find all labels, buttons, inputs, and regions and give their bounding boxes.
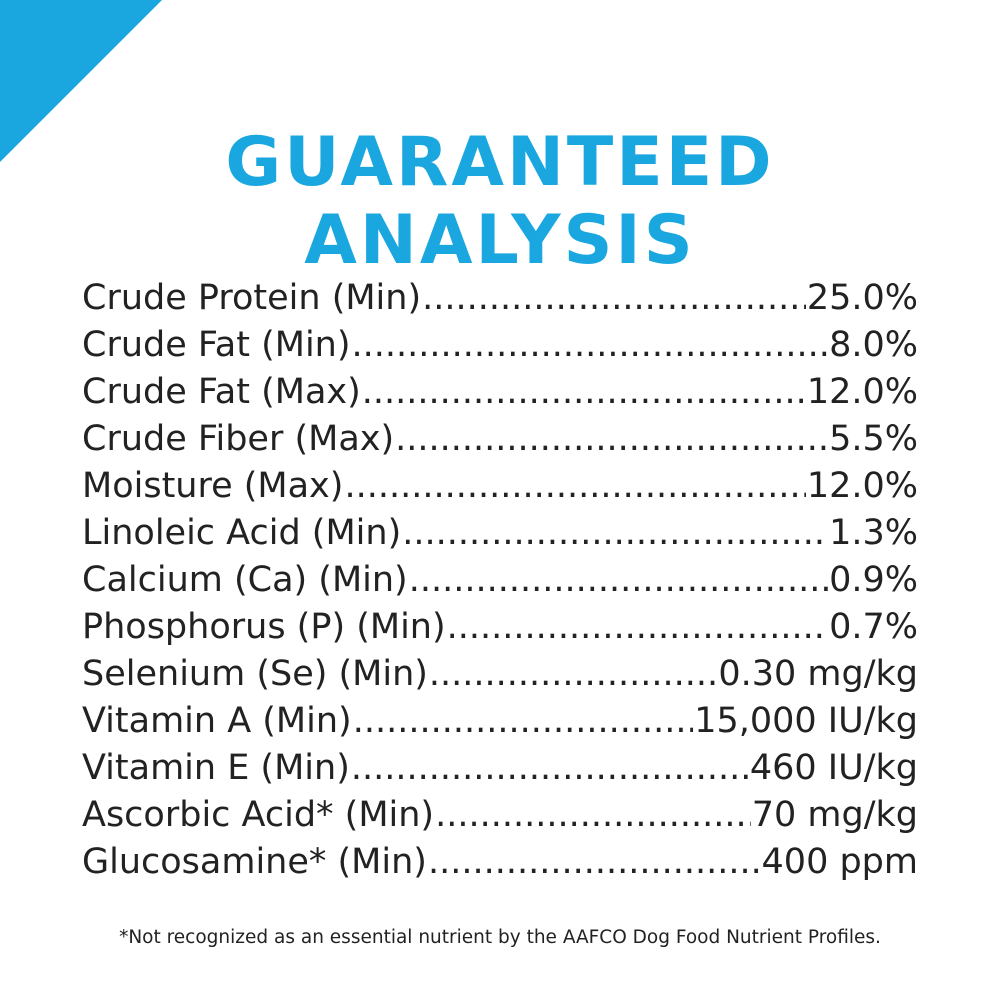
- nutrient-label: Vitamin A (Min): [82, 701, 352, 741]
- nutrient-label: Ascorbic Acid* (Min): [82, 795, 435, 835]
- dot-leader: ........................................…: [428, 654, 718, 694]
- table-row: Glucosamine* (Min) .....................…: [82, 839, 918, 886]
- title-line-2: ANALYSIS: [304, 200, 696, 280]
- corner-triangle-decoration: [0, 0, 162, 162]
- page-title: GUARANTEED ANALYSIS: [0, 122, 1000, 280]
- table-row: Calcium (Ca) (Min) .....................…: [82, 557, 918, 604]
- nutrient-value: 12.0%: [806, 466, 918, 506]
- table-row: Crude Fiber (Max) ......................…: [82, 416, 918, 463]
- table-row: Selenium (Se) (Min) ....................…: [82, 651, 918, 698]
- nutrient-label: Calcium (Ca) (Min): [82, 560, 408, 600]
- nutrient-label: Crude Fiber (Max): [82, 419, 395, 459]
- nutrient-value: 12.0%: [806, 372, 918, 412]
- table-row: Ascorbic Acid* (Min) ...................…: [82, 792, 918, 839]
- dot-leader: ........................................…: [427, 842, 761, 882]
- nutrient-value: 0.7%: [829, 607, 918, 647]
- nutrient-label: Vitamin E (Min): [82, 748, 350, 788]
- nutrient-value: 70 mg/kg: [751, 795, 918, 835]
- nutrient-value: 15,000 IU/kg: [694, 701, 918, 741]
- nutrient-label: Glucosamine* (Min): [82, 842, 427, 882]
- dot-leader: ........................................…: [446, 607, 828, 647]
- table-row: Phosphorus (P) (Min) ...................…: [82, 604, 918, 651]
- nutrient-value: 8.0%: [829, 325, 918, 365]
- table-row: Moisture (Max) .........................…: [82, 463, 918, 510]
- table-row: Vitamin E (Min) ........................…: [82, 745, 918, 792]
- nutrient-value: 25.0%: [806, 278, 918, 318]
- dot-leader: ........................................…: [402, 513, 828, 553]
- dot-leader: ........................................…: [435, 795, 751, 835]
- nutrient-label: Linoleic Acid (Min): [82, 513, 402, 553]
- dot-leader: ........................................…: [422, 278, 806, 318]
- nutrient-value: 400 ppm: [761, 842, 918, 882]
- table-row: Crude Fat (Max) ........................…: [82, 369, 918, 416]
- nutrient-label: Phosphorus (P) (Min): [82, 607, 446, 647]
- dot-leader: ........................................…: [352, 701, 694, 741]
- table-row: Crude Fat (Min) ........................…: [82, 322, 918, 369]
- nutrient-label: Moisture (Max): [82, 466, 344, 506]
- dot-leader: ........................................…: [344, 466, 805, 506]
- table-row: Linoleic Acid (Min) ....................…: [82, 510, 918, 557]
- nutrient-value: 1.3%: [829, 513, 918, 553]
- dot-leader: ........................................…: [350, 748, 749, 788]
- nutrient-value: 460 IU/kg: [749, 748, 918, 788]
- nutrient-label: Crude Protein (Min): [82, 278, 422, 318]
- dot-leader: ........................................…: [408, 560, 828, 600]
- footnote: *Not recognized as an essential nutrient…: [119, 926, 881, 948]
- nutrient-value: 0.30 mg/kg: [718, 654, 918, 694]
- dot-leader: ........................................…: [361, 372, 806, 412]
- nutrient-label: Crude Fat (Min): [82, 325, 351, 365]
- nutrient-label: Crude Fat (Max): [82, 372, 361, 412]
- table-row: Crude Protein (Min) ....................…: [82, 275, 918, 322]
- title-line-1: GUARANTEED: [225, 122, 775, 202]
- nutrient-value: 0.9%: [829, 560, 918, 600]
- guaranteed-analysis-table: Crude Protein (Min) ....................…: [82, 275, 918, 886]
- dot-leader: ........................................…: [351, 325, 829, 365]
- nutrient-value: 5.5%: [829, 419, 918, 459]
- table-row: Vitamin A (Min) ........................…: [82, 698, 918, 745]
- nutrient-label: Selenium (Se) (Min): [82, 654, 428, 694]
- dot-leader: ........................................…: [395, 419, 829, 459]
